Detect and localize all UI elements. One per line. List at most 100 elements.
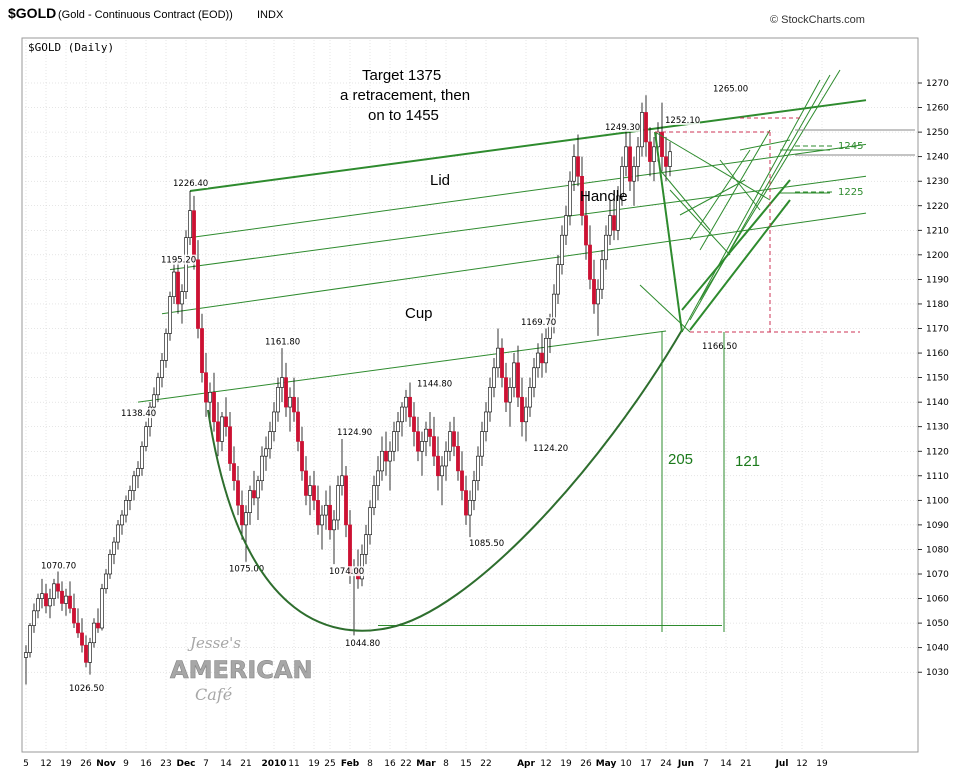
x-axis: 5 12 19 26 Nov 9 16 23 Dec 7 14 21 2010 11 19 25 Feb 8 16 2… — [23, 759, 828, 769]
candle-body — [244, 512, 248, 526]
candle-body — [468, 500, 472, 516]
candle-body — [528, 387, 532, 408]
candle-body — [464, 490, 468, 516]
copyright: © StockCharts.com — [770, 14, 865, 26]
candle-body — [124, 500, 128, 516]
x-tick-label: 19 — [560, 759, 572, 769]
candle-body — [104, 573, 108, 590]
chart-exchange: INDX — [257, 9, 284, 21]
price-label-bg — [604, 121, 640, 132]
candle-body — [116, 524, 120, 543]
candle-body — [232, 463, 236, 482]
candle-body — [224, 416, 228, 428]
candle-body — [440, 465, 444, 477]
candle-body — [620, 166, 624, 197]
candle-body — [572, 156, 576, 182]
candle-body — [616, 195, 620, 231]
price-label-bg — [68, 682, 104, 693]
candle-body — [520, 396, 524, 423]
candle-body — [668, 151, 672, 167]
price-label-layer: 1070.70 1026.50 1138.40 1226.40 1195.20 1075.… — [40, 83, 748, 694]
candle-body — [396, 421, 400, 432]
candle-body — [212, 392, 216, 423]
price-label: 1124.90 — [337, 428, 372, 438]
candle-body — [164, 333, 168, 361]
candle-body — [60, 590, 64, 604]
candle-body — [612, 215, 616, 231]
candle-body — [544, 338, 548, 364]
x-tick-label: 11 — [288, 759, 299, 769]
candle-body — [596, 288, 600, 305]
candle-body — [632, 166, 636, 182]
candle-body — [296, 411, 300, 442]
y-tick-label: 1260 — [926, 104, 949, 114]
candle-body — [428, 428, 432, 437]
x-tick-label: 10 — [620, 759, 632, 769]
trendline — [189, 99, 867, 193]
candle-body — [204, 372, 208, 403]
y-tick-label: 1210 — [926, 226, 949, 236]
y-tick-label: 1190 — [926, 275, 949, 285]
plot-frame — [21, 37, 919, 753]
candle-body — [432, 436, 436, 457]
y-tick-label: 1220 — [926, 202, 949, 212]
candle-body — [324, 504, 328, 516]
candle-layer — [24, 95, 672, 685]
candle-body — [500, 347, 504, 378]
candle-body — [496, 347, 500, 369]
candle-body — [228, 426, 232, 464]
x-tick-label: 9 — [123, 759, 129, 769]
candle-body — [44, 593, 48, 607]
candle-body — [332, 519, 336, 531]
candle-body — [484, 411, 488, 432]
y-tick-label: 1100 — [926, 496, 949, 506]
candle-body — [652, 146, 656, 162]
price-label-bg — [172, 178, 208, 189]
y-tick-label: 1160 — [926, 349, 949, 359]
candle-body — [288, 396, 292, 408]
x-tick-label: 14 — [220, 759, 232, 769]
price-label: 1138.40 — [121, 409, 156, 419]
candle-body — [644, 112, 648, 143]
grid-layer — [22, 40, 918, 752]
x-tick-label: 19 — [816, 759, 828, 769]
candle-body — [48, 598, 52, 607]
candle-body — [192, 210, 196, 261]
y-tick-label: 1170 — [926, 325, 949, 335]
candle-body — [72, 608, 76, 624]
annotation-121: 121 — [735, 453, 760, 470]
watermark-line3: Café — [195, 685, 232, 704]
annotation-target-2: a retracement, then — [340, 87, 470, 104]
candle-body — [108, 554, 112, 575]
candle-body — [188, 210, 192, 238]
candle-body — [272, 411, 276, 432]
candle-body — [376, 470, 380, 486]
candle-body — [236, 480, 240, 506]
handle-fan-bold — [654, 131, 791, 333]
x-tick-label: 15 — [460, 759, 471, 769]
candle-body — [216, 421, 220, 442]
y-tick-label: 1050 — [926, 619, 949, 629]
price-label-bg — [664, 114, 700, 125]
price-label-bg — [344, 637, 380, 648]
candle-body — [240, 504, 244, 526]
candle-body — [180, 291, 184, 305]
measure-verticals — [661, 332, 725, 632]
price-label: 1070.70 — [41, 561, 76, 571]
candle-body — [524, 406, 528, 423]
candle-body — [536, 352, 540, 369]
x-tick-label: 16 — [384, 759, 396, 769]
candle-body — [140, 446, 144, 469]
candle-body — [40, 593, 44, 599]
y-tick-label: 1240 — [926, 153, 949, 163]
candle-body — [132, 475, 136, 491]
price-label-bg — [416, 378, 452, 389]
y-tick-label: 1250 — [926, 128, 949, 138]
y-tick-label: 1180 — [926, 300, 949, 310]
y-tick-label: 1060 — [926, 595, 949, 605]
annotation-handle: Handle — [580, 188, 628, 205]
x-tick-label: 8 — [367, 759, 373, 769]
price-label-bg — [120, 408, 156, 419]
candle-body — [320, 514, 324, 526]
